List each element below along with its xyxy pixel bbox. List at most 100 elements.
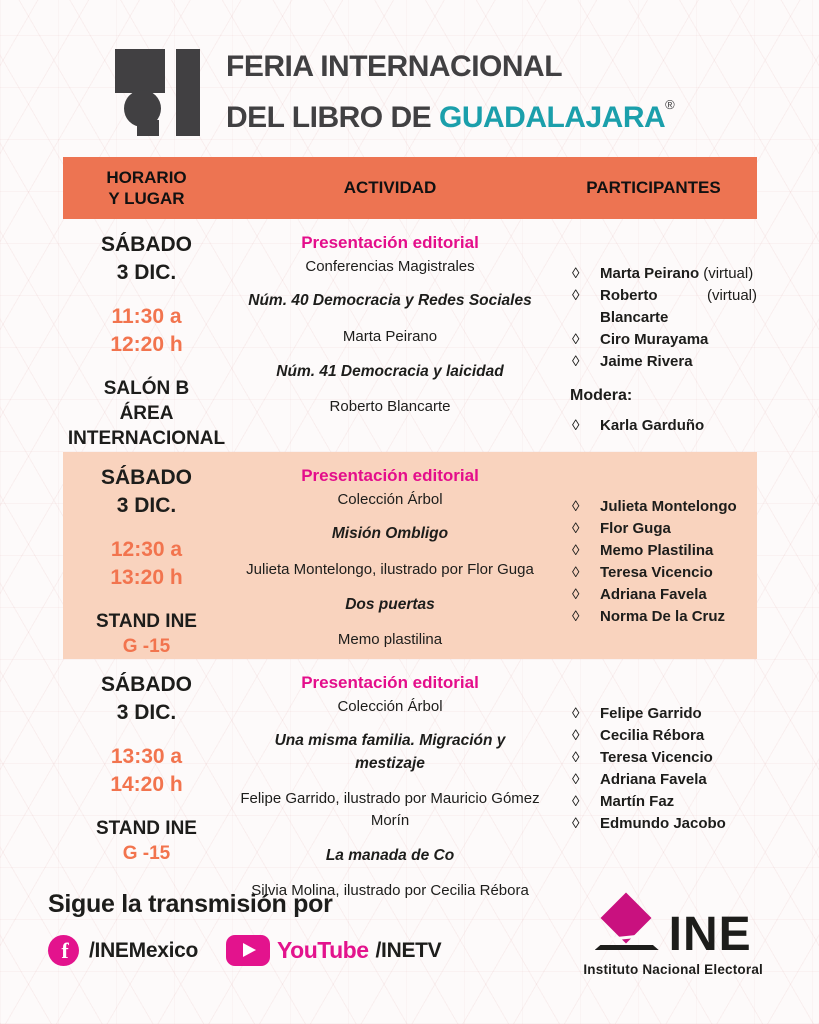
activity-line: Dos puertas — [345, 595, 435, 613]
fair-title: FERIA INTERNACIONAL DEL LIBRO DE GUADALA… — [226, 48, 675, 137]
diamond-bullet-icon: ◊ — [572, 287, 580, 304]
diamond-bullet-icon: ◊ — [572, 793, 580, 811]
participant-name: Memo Plastilina — [600, 542, 714, 559]
participant-name: Teresa Vicencio — [600, 564, 713, 581]
participant-name: Felipe Garrido — [600, 705, 702, 723]
activity-cell: Presentación editorial Colección Árbol Mis… — [230, 452, 550, 659]
diamond-bullet-icon: ◊ — [572, 771, 580, 789]
fil-logo-stem — [137, 120, 159, 136]
activity-line: Colección Árbol — [337, 490, 443, 508]
activity-line: Presentación editorial — [301, 673, 479, 693]
fil-logo-bar — [176, 49, 200, 136]
diamond-bullet-icon: ◊ — [572, 608, 580, 625]
participant-name: Karla Garduño — [600, 417, 705, 434]
participant-item: ◊ Karla Garduño — [572, 415, 757, 437]
diamond-bullet-icon: ◊ — [572, 586, 580, 603]
schedule-table: HORARIO Y LUGAR ACTIVIDAD PARTICIPANTES … — [63, 157, 757, 902]
ine-subtitle: Instituto Nacional Electoral — [583, 962, 763, 977]
activity-cell: Presentación editorial Conferencias Magis… — [230, 219, 550, 452]
moderator-label: Modera: — [570, 387, 633, 404]
fair-title-city: GUADALAJARA — [438, 101, 666, 134]
diamond-bullet-icon: ◊ — [572, 353, 580, 370]
schedule-line: INTERNACIONAL — [67, 428, 226, 450]
participant-item: ◊ Teresa Vicencio — [572, 562, 757, 584]
diamond-bullet-icon: ◊ — [572, 417, 580, 434]
youtube-group: YouTube /INETV — [226, 935, 442, 966]
participant-item: ◊ Edmundo Jacobo — [572, 813, 757, 835]
fil-header: FERIA INTERNACIONAL DEL LIBRO DE GUADALA… — [115, 48, 675, 137]
diamond-bullet-icon: ◊ — [572, 749, 580, 767]
table-header: HORARIO Y LUGAR ACTIVIDAD PARTICIPANTES — [63, 157, 757, 219]
ine-ballot-icon — [594, 892, 659, 956]
participants-list: ◊ Marta Peirano (virtual) ◊ Roberto Blancart… — [572, 263, 757, 373]
participant-name: Teresa Vicencio — [600, 749, 713, 767]
participant-name: Roberto Blancarte — [600, 287, 669, 326]
participants-list: ◊ Felipe Garrido ◊ Cecilia Rébora ◊ Teresa Vi… — [572, 703, 757, 835]
registered-mark: ® — [665, 97, 675, 112]
activity-line: Núm. 40 Democracia y Redes Sociales — [248, 292, 532, 310]
fil-logo-block — [115, 49, 165, 93]
participant-name: Flor Guga — [600, 520, 671, 537]
participant-item: ◊ Cecilia Rébora — [572, 725, 757, 747]
participant-item: ◊ Ciro Murayama — [572, 329, 757, 351]
schedule-line: SALÓN B — [103, 377, 190, 399]
youtube-handle: /INETV — [375, 938, 442, 962]
schedule-line: SÁBADO — [100, 466, 192, 489]
schedule-line: STAND INE — [96, 817, 197, 839]
ine-logo-top: INE — [594, 892, 752, 961]
session-row: SÁBADO 3 DIC. 12:30 a 13:20 h STAND INE G -15… — [63, 452, 757, 660]
participant-name: Julieta Montelongo — [600, 498, 737, 515]
diamond-bullet-icon: ◊ — [572, 705, 580, 723]
fil-logo-icon — [115, 49, 200, 136]
participant-name: Adriana Favela — [600, 586, 707, 603]
session-row: SÁBADO 3 DIC. 11:30 a 12:20 h SALÓN B ÁREA INT… — [63, 219, 757, 452]
participant-item: ◊ Roberto Blancarte (virtual) — [572, 285, 757, 329]
schedule-line: ÁREA — [119, 402, 174, 424]
diamond-bullet-icon: ◊ — [572, 520, 580, 537]
column-header-participantes: PARTICIPANTES — [586, 178, 721, 198]
facebook-icon: f — [48, 935, 79, 966]
participant-item: ◊ Teresa Vicencio — [572, 747, 757, 769]
activity-line: Felipe Garrido, ilustrado por Mauricio G… — [240, 790, 540, 830]
youtube-wordmark: YouTube — [277, 937, 369, 963]
diamond-bullet-icon: ◊ — [572, 542, 580, 559]
diamond-bullet-icon: ◊ — [572, 331, 580, 348]
activity-line: Presentación editorial — [301, 466, 479, 485]
broadcast-title: Sigue la transmisión por — [48, 890, 333, 918]
broadcast-info: Sigue la transmisión por f /INEMexico Yo… — [48, 890, 442, 966]
schedule-cell: SÁBADO 3 DIC. 12:30 a 13:20 h STAND INE G -15 — [63, 452, 230, 659]
participant-name: Jaime Rivera — [600, 353, 693, 370]
participant-item: ◊ Martín Faz — [572, 791, 757, 813]
column-header-horario: HORARIO Y LUGAR — [106, 167, 187, 208]
youtube-icon — [226, 935, 271, 966]
activity-line: Memo plastilina — [337, 631, 443, 649]
diamond-bullet-icon: ◊ — [572, 815, 580, 833]
participant-note: (virtual) — [703, 265, 754, 282]
participant-name: Ciro Murayama — [600, 331, 709, 348]
activity-line: Misión Ombligo — [331, 525, 449, 543]
social-row: f /INEMexico YouTube /INETV — [48, 935, 442, 966]
schedule-line: SÁBADO — [100, 233, 192, 256]
facebook-handle: /INEMexico — [89, 938, 199, 962]
participant-name: Marta Peirano — [600, 265, 700, 282]
participant-item: ◊ Julieta Montelongo — [572, 496, 757, 518]
schedule-line: STAND INE — [96, 610, 197, 632]
activity-line: Conferencias Magistrales — [305, 257, 475, 275]
participant-item: ◊ Adriana Favela — [572, 584, 757, 606]
column-header-actividad: ACTIVIDAD — [343, 178, 437, 198]
activity-cell: Presentación editorial Colección Árbol Una… — [230, 659, 550, 902]
fair-title-line1: FERIA INTERNACIONAL — [226, 50, 563, 83]
schedule-line: G -15 — [122, 842, 171, 864]
schedule-cell: SÁBADO 3 DIC. 13:30 a 14:20 h STAND INE G -15 — [63, 659, 230, 902]
participants-cell: ◊ Felipe Garrido ◊ Cecilia Rébora ◊ Teresa Vi… — [550, 659, 757, 902]
participant-name: Martín Faz — [600, 793, 675, 811]
participant-item: ◊ Jaime Rivera — [572, 351, 757, 373]
diamond-bullet-icon: ◊ — [572, 498, 580, 515]
schedule-line: 13:30 a — [110, 745, 183, 769]
schedule-line: 12:30 a — [110, 538, 183, 562]
ine-name: INE — [668, 907, 752, 961]
activity-line: La manada de Co — [325, 846, 455, 864]
ine-slot — [594, 945, 659, 950]
participant-item: ◊ Marta Peirano (virtual) — [572, 263, 757, 285]
activity-line: Presentación editorial — [301, 233, 479, 252]
